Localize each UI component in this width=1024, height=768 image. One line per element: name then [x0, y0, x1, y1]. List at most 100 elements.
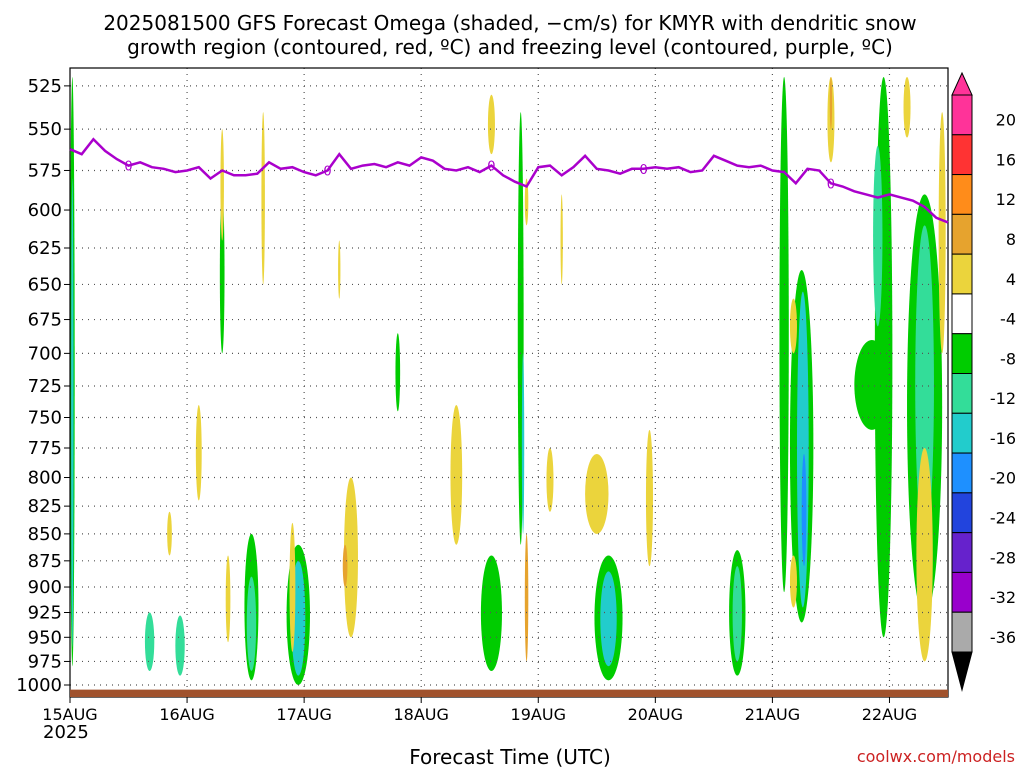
omega-region-20 [801, 453, 807, 567]
colorbar-bin-5 [951, 293, 973, 335]
colorbar-bin-11 [951, 532, 973, 573]
x-axis-label: Forecast Time (UTC) [409, 745, 611, 768]
omega-region-49 [789, 555, 797, 608]
colorbar-bin-2 [951, 174, 973, 215]
y-axis: 525 550 575 600 625 650 675 700 725 750 775 800 825 8… [16, 76, 70, 696]
colorbar-bin-10 [951, 492, 973, 534]
omega-region-40 [450, 405, 463, 545]
omega-region-35 [261, 112, 265, 285]
omega-region-42 [487, 94, 495, 155]
y-tick-label-925: 925 [28, 603, 62, 624]
omega-region-32 [195, 405, 202, 501]
omega-region-19 [796, 291, 809, 608]
omega-region-43 [560, 194, 563, 285]
omega-region-12 [521, 353, 525, 534]
omega-region-1 [71, 178, 74, 648]
y-tick-label-800: 800 [28, 468, 62, 489]
plot-frame [69, 67, 949, 698]
colorbar-bottom-arrow [951, 651, 973, 692]
y-tick-label-650: 650 [28, 274, 62, 295]
freezing-level-label-2: 0 [487, 160, 495, 175]
x-tick-label-21AUG: 21AUG [745, 705, 800, 724]
freezing-level-label-0: 0 [124, 160, 132, 175]
x-tick-label-17AUG: 17AUG [276, 705, 331, 724]
omega-region-14 [600, 571, 617, 667]
colorbar-tick-10: -24 [990, 509, 1016, 528]
omega-region-9 [395, 333, 401, 412]
omega-region-34 [225, 555, 231, 643]
colorbar-tick-1: 16 [996, 150, 1016, 169]
omega-region-25 [873, 145, 883, 327]
ground-strip [70, 689, 948, 697]
colorbar-tick-4: 4 [1006, 270, 1016, 289]
freezing-level-label-1: 0 [323, 164, 331, 179]
omega-region-47 [645, 429, 653, 567]
omega-region-17 [779, 76, 789, 593]
y-tick-label-875: 875 [28, 551, 62, 572]
omega-region-38 [343, 477, 358, 638]
colorbar-tick-3: 8 [1006, 230, 1016, 249]
x-tick-label-20AUG: 20AUG [628, 705, 683, 724]
omega-region-30 [916, 447, 933, 662]
x-axis-year: 2025 [43, 722, 89, 743]
omega-region-3 [175, 615, 185, 676]
freezing-level-line [69, 137, 949, 224]
y-tick-label-550: 550 [28, 119, 62, 140]
y-tick-label-700: 700 [28, 343, 62, 364]
y-tick-label-575: 575 [28, 160, 62, 181]
omega-region-37 [338, 240, 341, 299]
colorbar-bin-3 [951, 213, 973, 255]
y-tick-label-900: 900 [28, 577, 62, 598]
y-tick-label-675: 675 [28, 310, 62, 331]
site-credit: coolwx.com/models [857, 747, 1015, 766]
omega-region-33 [220, 129, 224, 241]
freezing-level-label-4: 0 [827, 177, 835, 192]
x-tick-label-16AUG: 16AUG [159, 705, 214, 724]
x-tick-label-18AUG: 18AUG [393, 705, 448, 724]
chart-title-line-1: 2025081500 GFS Forecast Omega (shaded, −… [103, 11, 916, 35]
y-tick-label-825: 825 [28, 496, 62, 517]
colorbar-tick-5: -4 [1000, 310, 1016, 329]
x-axis: 15AUG 16AUG 17AUG 18AUG 19AUG 20AUG 21AUG 22AUG [42, 697, 917, 724]
y-tick-label-750: 750 [28, 408, 62, 429]
colorbar-bin-7 [951, 373, 973, 414]
omega-region-29 [938, 112, 946, 354]
colorbar-tick-7: -12 [990, 389, 1016, 408]
y-tick-label-850: 850 [28, 524, 62, 545]
y-tick-label-625: 625 [28, 238, 62, 259]
y-tick-label-600: 600 [28, 200, 62, 221]
colorbar-bin-8 [951, 412, 973, 454]
omega-shaded-regions [70, 76, 946, 685]
freezing-level-contour: 0 0 0 0 0 [69, 137, 949, 224]
colorbar-bin-6 [951, 333, 973, 375]
y-tick-label-775: 775 [28, 438, 62, 459]
colorbar-bin-13 [951, 611, 973, 653]
freezing-level-label-3: 0 [639, 163, 647, 178]
colorbar-bin-0 [951, 94, 973, 136]
x-tick-label-22AUG: 22AUG [862, 705, 917, 724]
colorbar-bin-12 [951, 571, 973, 613]
y-tick-label-950: 950 [28, 627, 62, 648]
colorbar: 20 16 12 8 4 -4 -8 -12 -16 -20 -24 -28 -32 -36 [951, 71, 1016, 692]
colorbar-bin-1 [951, 134, 973, 176]
colorbar-tick-11: -28 [990, 548, 1016, 567]
omega-region-46 [585, 453, 609, 534]
omega-region-10 [480, 555, 502, 671]
omega-region-39 [342, 544, 348, 588]
y-tick-label-725: 725 [28, 376, 62, 397]
colorbar-tick-9: -20 [990, 469, 1016, 488]
omega-region-4 [219, 194, 225, 354]
y-tick-label-1000: 1000 [16, 675, 62, 696]
x-tick-label-15AUG: 15AUG [42, 705, 97, 724]
y-tick-label-525: 525 [28, 76, 62, 97]
colorbar-tick-13: -36 [990, 628, 1016, 647]
y-tick-label-975: 975 [28, 651, 62, 672]
omega-region-6 [246, 576, 257, 671]
x-tick-label-19AUG: 19AUG [511, 705, 566, 724]
colorbar-bin-9 [951, 452, 973, 494]
colorbar-tick-2: 12 [996, 190, 1016, 209]
colorbar-tick-0: 20 [996, 111, 1016, 130]
omega-region-44 [546, 447, 554, 512]
omega-region-16 [732, 566, 742, 662]
